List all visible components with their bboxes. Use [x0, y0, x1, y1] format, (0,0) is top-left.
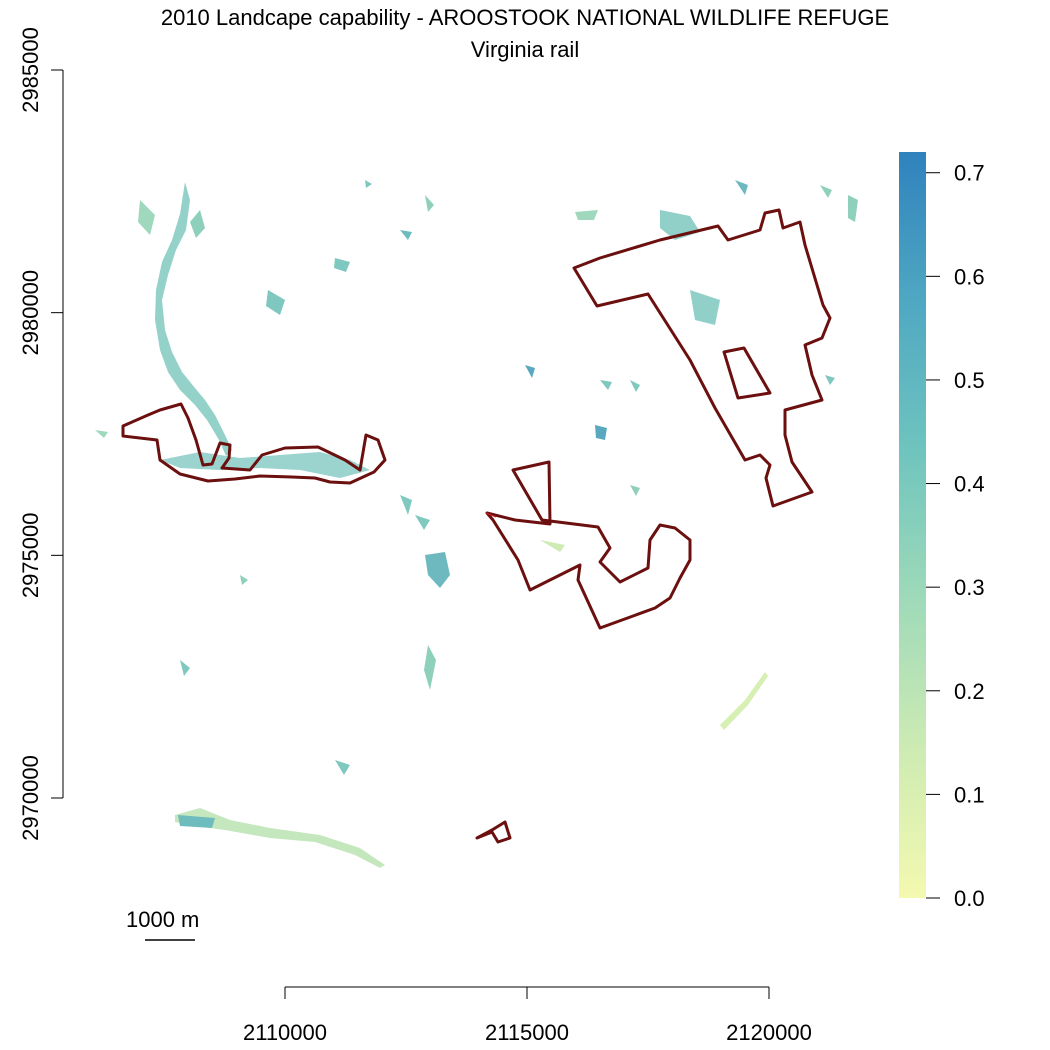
x-tick-label: 2120000	[726, 1020, 812, 1045]
boundary-central-unit	[485, 460, 692, 630]
colorbar-tick-label: 0.3	[954, 575, 985, 600]
map-title: 2010 Landcape capability - AROOSTOOK NAT…	[160, 5, 890, 30]
y-tick-label: 2970000	[18, 755, 43, 841]
colorbar-tick-label: 0.0	[954, 886, 985, 911]
habitat-raster	[95, 180, 858, 868]
y-tick-label: 2975000	[18, 513, 43, 599]
boundary-inner-parcel	[722, 346, 772, 400]
y-axis: 2970000 2975000 2980000 2985000	[18, 27, 64, 841]
colorbar-tick-label: 0.4	[954, 472, 985, 497]
map-subtitle: Virginia rail	[470, 37, 580, 62]
scale-bar-label: 1000 m	[126, 907, 199, 932]
x-tick-label: 2110000	[243, 1020, 327, 1045]
colorbar-tick-label: 0.7	[954, 161, 985, 186]
y-tick-label: 2980000	[18, 270, 43, 356]
boundary-south-parcel	[475, 820, 512, 844]
colorbar-ticks: 0.0 0.1 0.2 0.3 0.4 0.5 0.6 0.7	[926, 161, 985, 911]
colorbar-tick-label: 0.6	[954, 264, 985, 289]
colorbar-tick-label: 0.1	[954, 782, 985, 807]
x-tick-label: 2115000	[485, 1020, 569, 1045]
x-axis: 2110000 2115000 2120000	[243, 986, 812, 1045]
y-tick-label: 2985000	[18, 27, 43, 113]
colorbar-tick-label: 0.2	[954, 679, 985, 704]
refuge-boundaries	[121, 208, 832, 844]
boundary-northeast-unit	[572, 208, 832, 508]
colorbar	[899, 152, 926, 898]
colorbar-tick-label: 0.5	[954, 368, 985, 393]
boundary-west-unit	[121, 402, 387, 485]
